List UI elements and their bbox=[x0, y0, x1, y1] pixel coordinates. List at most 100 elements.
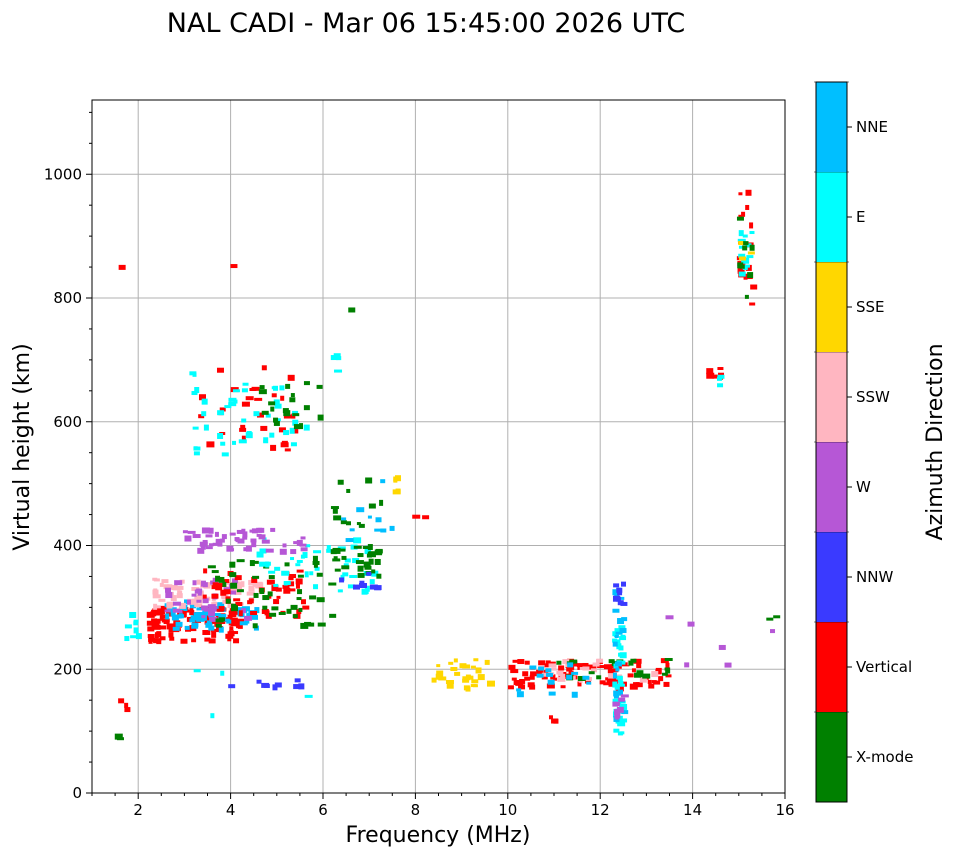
data-point bbox=[614, 709, 620, 716]
data-point bbox=[153, 624, 161, 630]
data-point bbox=[582, 666, 590, 671]
x-tick-label: 2 bbox=[133, 801, 143, 819]
data-point bbox=[362, 545, 371, 549]
data-point bbox=[341, 565, 350, 570]
data-point bbox=[240, 581, 245, 588]
data-point bbox=[741, 257, 750, 264]
data-point bbox=[747, 272, 754, 279]
data-point bbox=[227, 614, 233, 619]
data-point bbox=[218, 626, 224, 633]
data-point bbox=[530, 671, 537, 676]
data-point bbox=[562, 659, 570, 665]
data-point bbox=[367, 515, 372, 519]
data-point bbox=[635, 682, 643, 688]
data-point bbox=[553, 718, 559, 724]
data-point bbox=[186, 599, 191, 605]
data-point bbox=[184, 535, 192, 542]
data-point bbox=[367, 544, 373, 551]
data-point bbox=[445, 680, 454, 685]
data-point bbox=[176, 593, 183, 599]
data-point bbox=[161, 579, 169, 584]
data-point bbox=[268, 401, 276, 406]
data-point bbox=[230, 605, 238, 612]
x-tick-label: 16 bbox=[775, 801, 794, 819]
colorbar-segment bbox=[816, 172, 847, 262]
data-point bbox=[236, 529, 244, 534]
data-point bbox=[510, 669, 519, 674]
data-point bbox=[196, 607, 204, 611]
data-point bbox=[215, 538, 222, 545]
data-point bbox=[590, 668, 597, 673]
data-point bbox=[192, 601, 199, 605]
data-point bbox=[302, 552, 308, 559]
data-point bbox=[208, 625, 215, 631]
data-point bbox=[274, 682, 282, 688]
data-point bbox=[571, 671, 579, 675]
data-point bbox=[612, 681, 618, 688]
data-point bbox=[206, 582, 212, 587]
data-point bbox=[193, 451, 200, 456]
data-point bbox=[217, 410, 225, 416]
data-point bbox=[230, 582, 238, 589]
data-point bbox=[412, 514, 421, 519]
data-point bbox=[229, 532, 236, 536]
data-point bbox=[337, 479, 344, 485]
data-point bbox=[738, 253, 746, 258]
data-point bbox=[203, 568, 208, 574]
data-point bbox=[295, 578, 303, 585]
data-point bbox=[639, 677, 647, 683]
data-point bbox=[197, 590, 202, 596]
data-point bbox=[473, 658, 479, 662]
data-point bbox=[290, 442, 297, 447]
data-point bbox=[230, 621, 237, 626]
data-point bbox=[259, 385, 265, 390]
data-point bbox=[749, 302, 756, 306]
data-point bbox=[219, 538, 225, 543]
data-point bbox=[256, 527, 263, 533]
data-point bbox=[355, 560, 364, 565]
data-point bbox=[133, 621, 139, 626]
data-point bbox=[225, 598, 231, 604]
data-point bbox=[519, 678, 526, 684]
colorbar-frame bbox=[815, 81, 848, 803]
data-point bbox=[233, 399, 238, 404]
x-tick-label: 6 bbox=[318, 801, 328, 819]
data-point bbox=[178, 602, 186, 609]
data-point bbox=[253, 411, 260, 417]
data-point bbox=[620, 601, 628, 606]
data-point bbox=[285, 383, 291, 389]
data-point bbox=[298, 683, 305, 690]
data-point bbox=[212, 542, 219, 546]
data-point bbox=[621, 710, 629, 715]
data-point bbox=[448, 661, 454, 665]
data-point bbox=[545, 672, 553, 677]
data-point bbox=[192, 534, 201, 539]
data-point bbox=[548, 663, 557, 668]
data-point bbox=[251, 576, 258, 583]
colorbar-segment bbox=[816, 352, 847, 442]
data-point bbox=[191, 625, 199, 629]
data-point bbox=[218, 606, 225, 612]
data-point bbox=[292, 614, 298, 619]
colorbar-label-nne: NNE bbox=[856, 118, 888, 136]
data-point bbox=[210, 628, 218, 632]
data-point bbox=[172, 626, 180, 631]
data-point bbox=[153, 603, 158, 610]
data-point bbox=[172, 586, 181, 591]
data-point bbox=[608, 678, 614, 684]
data-point bbox=[147, 634, 155, 639]
data-point bbox=[738, 230, 744, 237]
data-point bbox=[621, 581, 627, 587]
data-point bbox=[194, 595, 199, 601]
data-point bbox=[613, 693, 619, 699]
data-point bbox=[212, 582, 219, 588]
data-point bbox=[395, 475, 401, 481]
data-point bbox=[610, 664, 616, 669]
data-point bbox=[304, 694, 313, 698]
colorbar-label-nnw: NNW bbox=[856, 568, 893, 586]
data-point bbox=[577, 665, 582, 670]
data-point bbox=[745, 264, 752, 271]
data-point bbox=[522, 671, 529, 677]
data-point bbox=[270, 444, 277, 451]
data-point bbox=[265, 413, 271, 418]
